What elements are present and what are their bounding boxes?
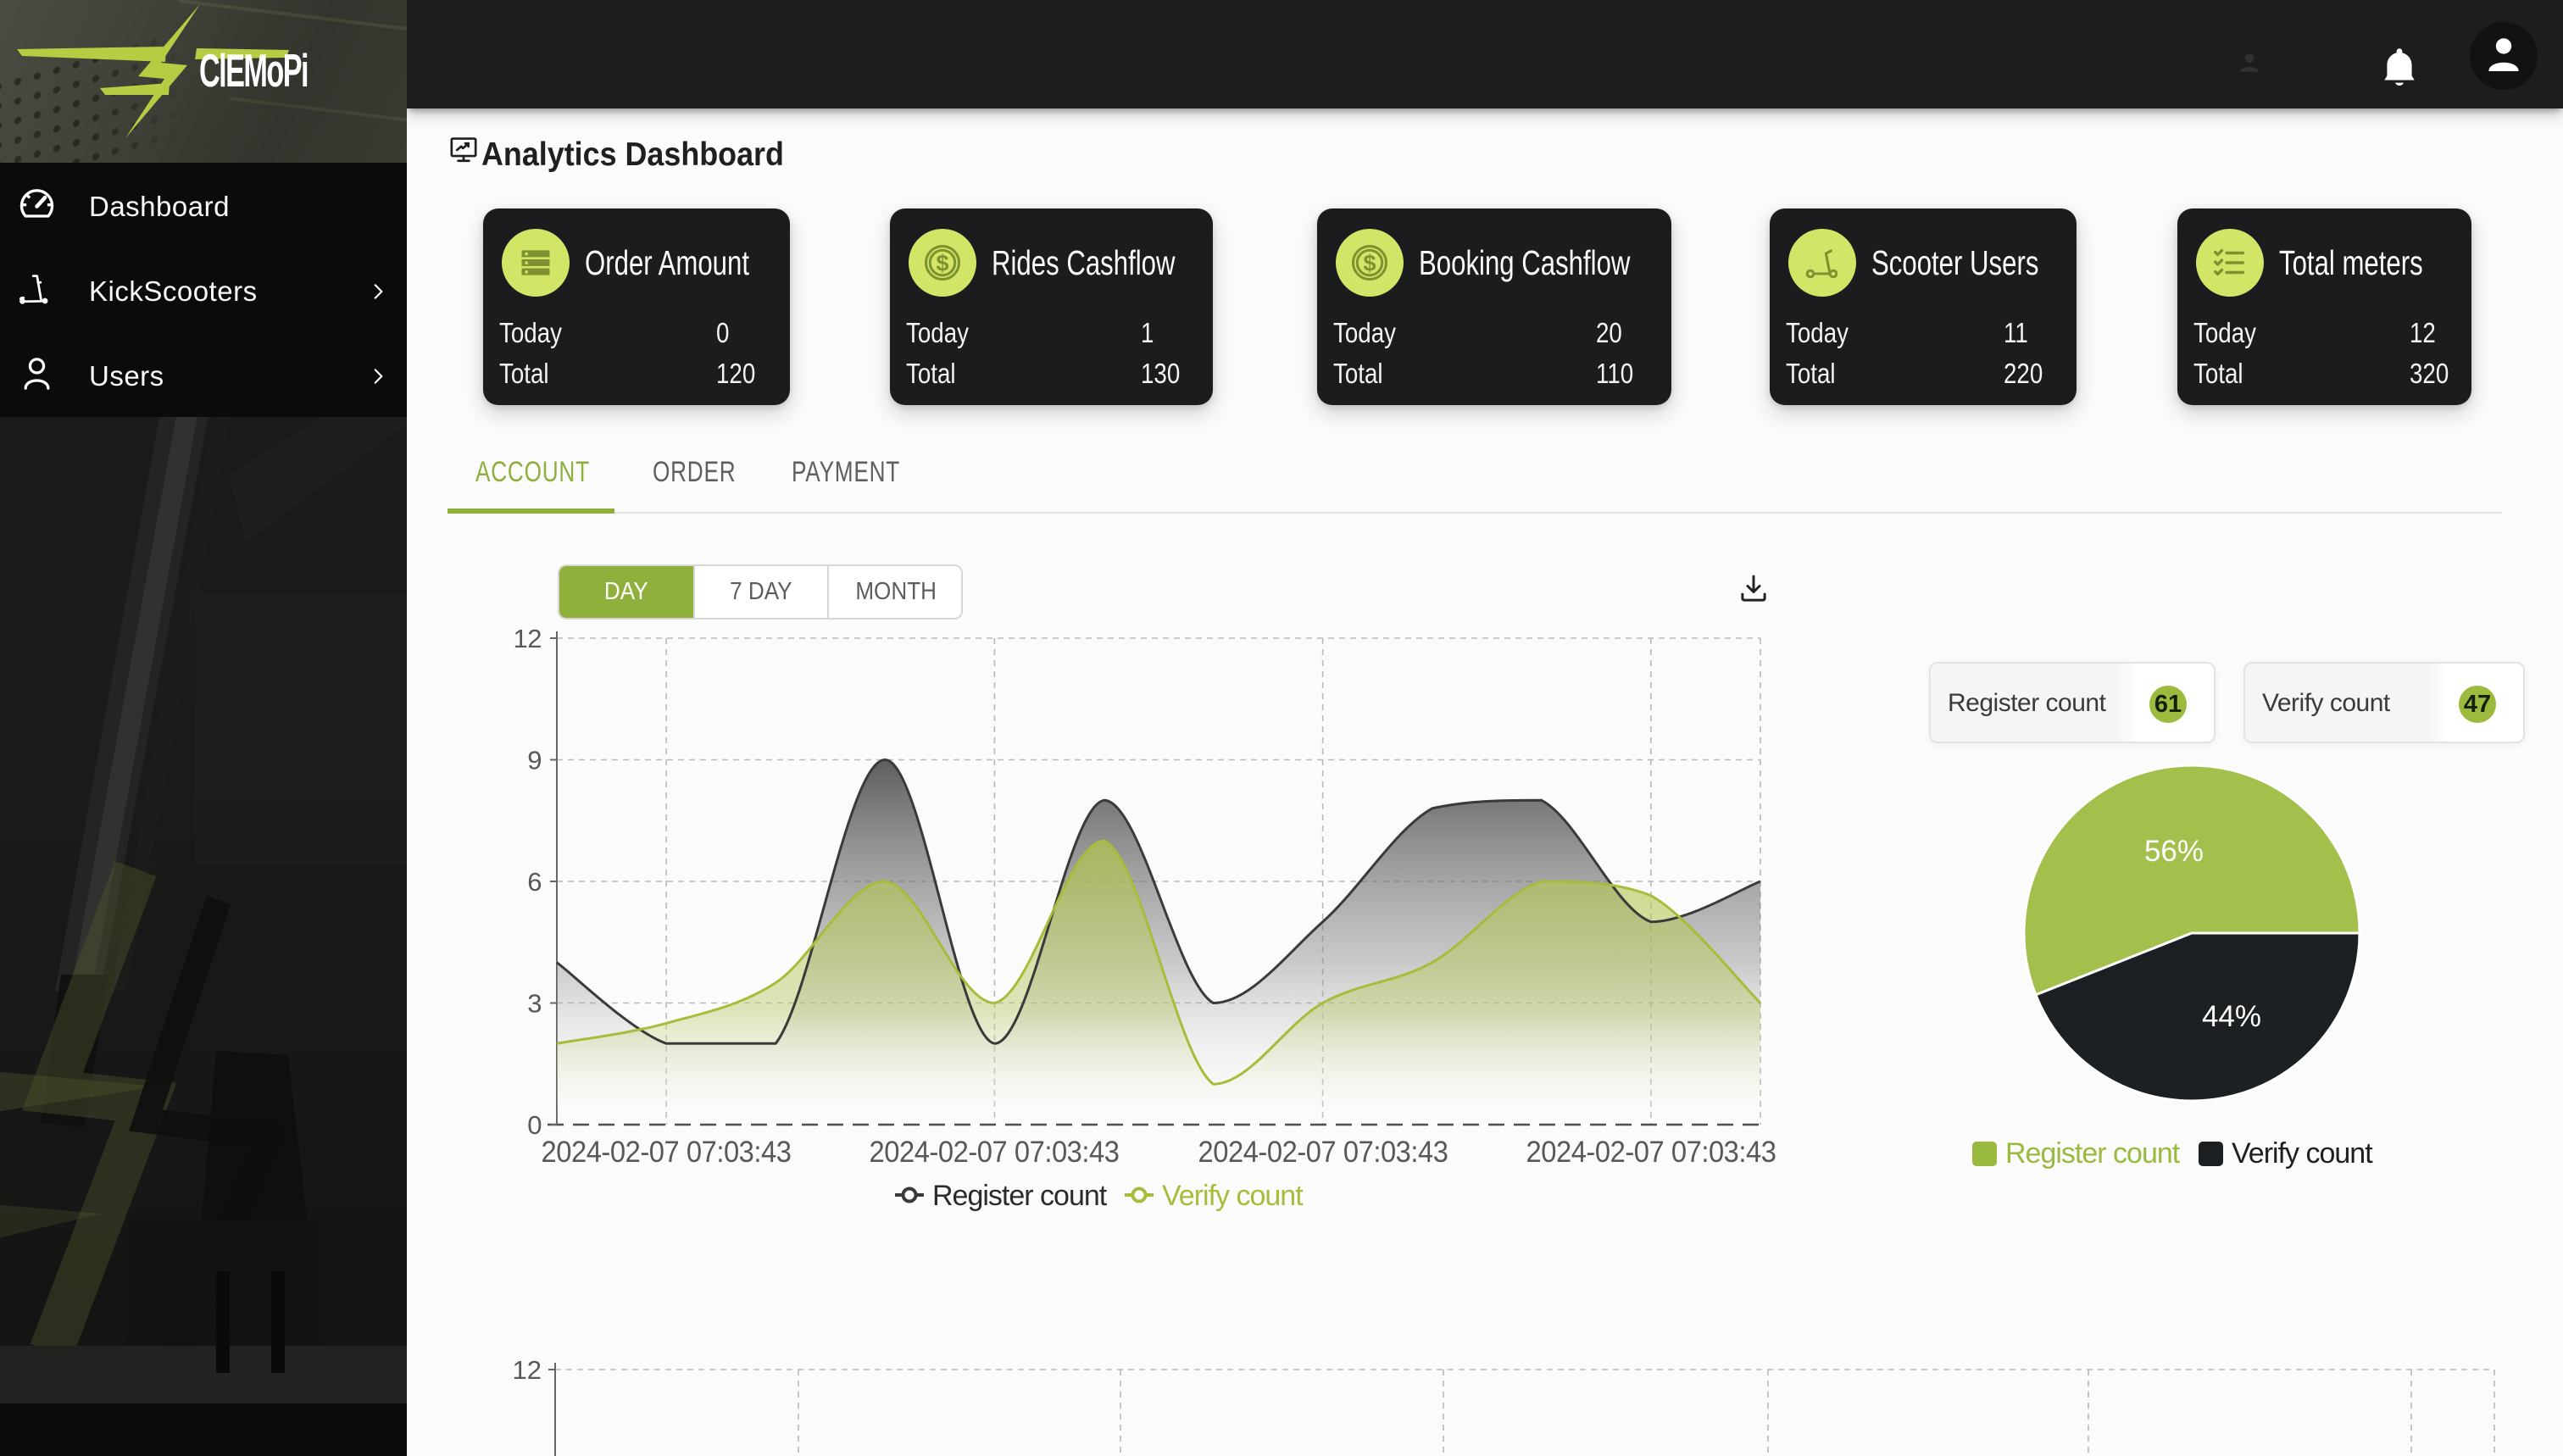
svg-text:2024-02-07 07:03:43: 2024-02-07 07:03:43 bbox=[542, 1136, 792, 1169]
svg-text:12: 12 bbox=[514, 624, 542, 653]
svg-text:$: $ bbox=[936, 250, 948, 276]
svg-text:9: 9 bbox=[527, 746, 542, 775]
svg-text:$: $ bbox=[1363, 250, 1376, 276]
svg-text:44%: 44% bbox=[2202, 1000, 2261, 1033]
svg-text:Verify count: Verify count bbox=[1162, 1180, 1304, 1212]
svg-text:56%: 56% bbox=[2144, 835, 2204, 868]
svg-text:ClEMoPi: ClEMoPi bbox=[199, 44, 308, 97]
svg-text:3: 3 bbox=[527, 989, 542, 1019]
svg-text:Register count: Register count bbox=[932, 1180, 1108, 1212]
svg-text:2024-02-07 07:03:43: 2024-02-07 07:03:43 bbox=[1526, 1136, 1776, 1169]
svg-text:12: 12 bbox=[513, 1355, 542, 1385]
svg-text:2024-02-07 07:03:43: 2024-02-07 07:03:43 bbox=[1198, 1136, 1448, 1169]
svg-text:0: 0 bbox=[527, 1110, 542, 1140]
svg-text:6: 6 bbox=[527, 867, 542, 897]
svg-text:2024-02-07 07:03:43: 2024-02-07 07:03:43 bbox=[870, 1136, 1120, 1169]
